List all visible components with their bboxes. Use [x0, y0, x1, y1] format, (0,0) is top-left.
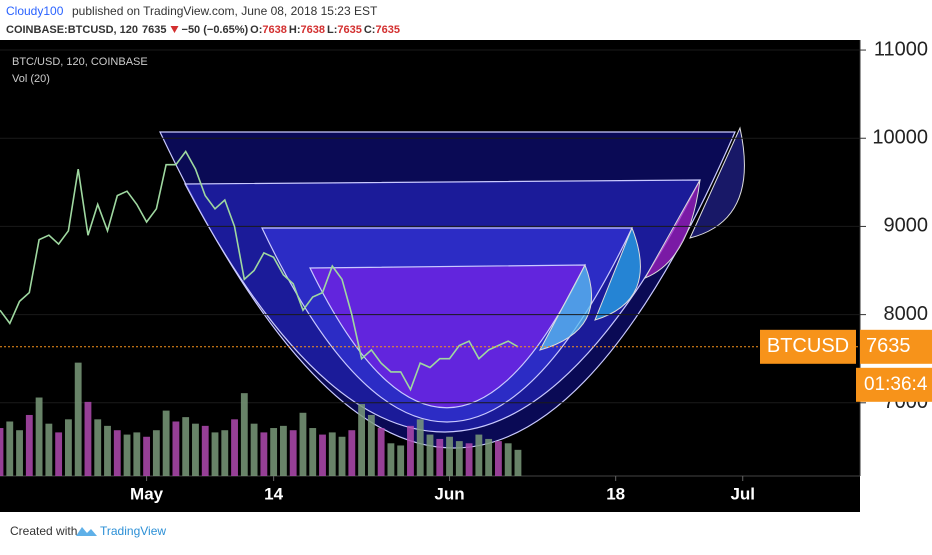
volume-bar — [231, 419, 238, 476]
volume-bar — [104, 425, 111, 476]
volume-bar — [143, 436, 151, 476]
volume-bar — [338, 436, 346, 476]
volume-bar — [221, 430, 229, 476]
volume-bar — [514, 449, 522, 476]
countdown: 01:36:4 — [864, 374, 928, 395]
price-tag-value: 7635 — [866, 335, 911, 357]
volume-bar — [16, 430, 23, 476]
symbol-line: COINBASE:BTCUSD, 120 7635 −50 (−0.65%) O: 76… — [6, 24, 400, 36]
symbol: COINBASE:BTCUSD, 120 — [6, 24, 138, 36]
cup-handle — [689, 126, 745, 239]
volume-bar — [377, 428, 385, 476]
volume-bar — [328, 432, 336, 476]
x-tick-label: Jul — [730, 484, 755, 503]
volume-bar — [426, 434, 434, 476]
ohlc-value: 7635 — [375, 24, 399, 36]
volume-bar — [172, 421, 180, 476]
cup-handle — [594, 226, 641, 321]
volume-bar — [64, 419, 72, 476]
volume-bar — [133, 432, 141, 476]
volume-bar — [494, 441, 502, 476]
legend: BTC/USD, 120, COINBASE — [12, 56, 148, 68]
ohlc-label: H: — [289, 24, 301, 36]
x-tick-label: May — [130, 484, 164, 503]
volume-bar — [407, 425, 414, 476]
down-arrow — [170, 26, 179, 33]
volume-bar — [319, 434, 326, 476]
volume-bar — [270, 428, 278, 476]
volume-bar — [211, 432, 219, 476]
volume-bar — [358, 404, 366, 476]
volume-bar — [94, 419, 102, 476]
volume-bar — [152, 430, 160, 476]
volume-bar — [465, 443, 473, 476]
footer-brand[interactable]: TradingView — [100, 524, 166, 538]
volume-bar — [485, 438, 493, 476]
volume-bar — [201, 425, 209, 476]
volume-bar — [192, 423, 199, 476]
volume-bar — [113, 430, 121, 476]
logo — [76, 527, 97, 536]
price-tag — [760, 329, 856, 364]
volume-bar — [289, 430, 297, 476]
volume-bar — [475, 434, 483, 476]
volume-bar — [123, 434, 131, 476]
price-tag — [860, 329, 932, 364]
volume-bar — [45, 423, 53, 476]
change: −50 (−0.65%) — [182, 24, 249, 36]
volume-bar — [260, 432, 268, 476]
y-tick-label: 10000 — [872, 127, 928, 149]
ohlc-label: C: — [364, 24, 376, 36]
volume-bar — [55, 432, 63, 476]
x-tick-label: Jun — [434, 484, 464, 503]
cup-handle — [643, 179, 701, 279]
y-tick-label: 9000 — [884, 215, 929, 237]
y-tick-label: 8000 — [884, 303, 929, 325]
cup-drawings — [159, 126, 745, 449]
volume-bar — [309, 428, 317, 476]
volume-bar — [162, 410, 170, 476]
volume-bar — [446, 436, 453, 476]
ohlc-value: 7635 — [337, 24, 361, 36]
ohlc-value: 7638 — [301, 24, 325, 36]
published: published on TradingView.com, June 08, 2… — [72, 4, 378, 18]
volume-bar — [455, 441, 463, 476]
volume-bar — [25, 414, 33, 476]
volume-bar — [299, 412, 307, 476]
volume-bar — [240, 393, 248, 476]
volume-bar — [250, 423, 258, 476]
volume-bar — [348, 430, 356, 476]
volume-bar — [397, 445, 405, 476]
author[interactable]: Cloudy100 — [6, 4, 64, 18]
volume-bar — [279, 425, 287, 476]
axis-bg — [860, 40, 932, 512]
volume-bar — [504, 443, 512, 476]
y-tick-label: 11000 — [874, 38, 928, 60]
legend: Vol (20) — [12, 73, 50, 85]
volume-bar — [6, 421, 14, 476]
x-tick-label: 18 — [606, 484, 625, 503]
price-tag-label: BTCUSD — [767, 335, 849, 357]
price-line — [0, 150, 519, 392]
volume-bar — [436, 438, 444, 476]
footer: Created with — [10, 524, 77, 538]
volume-bar — [416, 419, 424, 476]
ohlc-label: O: — [250, 24, 262, 36]
cup-handle — [539, 263, 593, 351]
volume-bar — [35, 397, 43, 476]
volume-bar — [387, 443, 395, 476]
volume-bar — [0, 428, 4, 476]
ohlc-label: L: — [327, 24, 337, 36]
volume-bar — [367, 414, 375, 476]
countdown-tag — [856, 367, 932, 402]
ohlc-value: 7638 — [262, 24, 286, 36]
last-price: 7635 — [142, 24, 166, 36]
volume-bar — [84, 401, 92, 476]
cup — [309, 264, 586, 409]
volume-bar — [182, 417, 190, 476]
x-tick-label: 14 — [264, 484, 283, 503]
volume-bar — [74, 362, 82, 476]
